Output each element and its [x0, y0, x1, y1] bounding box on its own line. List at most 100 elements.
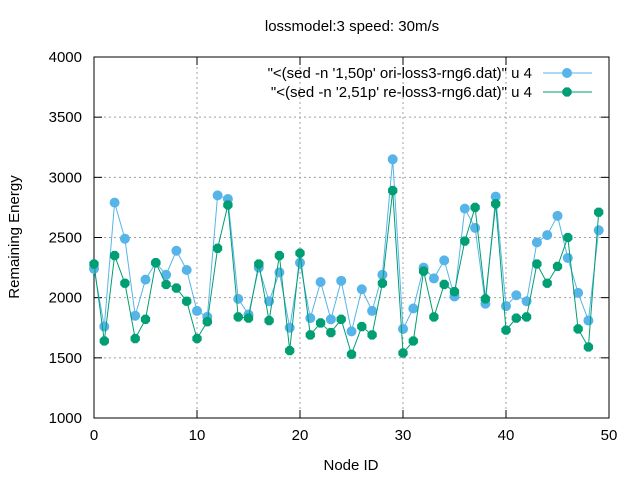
- data-point: [305, 330, 315, 340]
- data-point: [346, 349, 357, 359]
- data-point: [325, 314, 336, 325]
- data-point: [315, 318, 326, 328]
- data-point: [109, 197, 120, 208]
- x-tick-label: 50: [601, 427, 618, 444]
- data-point: [130, 310, 141, 321]
- data-point: [491, 199, 501, 209]
- legend-label: "<(sed -n '1,50p' ori-loss3-rng6.dat)" u…: [268, 65, 532, 82]
- data-point: [295, 248, 305, 258]
- data-point: [408, 336, 418, 346]
- data-point: [223, 200, 233, 210]
- data-point: [336, 314, 346, 324]
- data-point: [583, 342, 594, 352]
- data-point: [140, 314, 151, 324]
- data-point: [336, 275, 347, 286]
- data-point: [408, 303, 419, 314]
- data-point: [367, 305, 378, 316]
- series-1: [89, 154, 604, 337]
- y-tick-label: 3000: [49, 169, 82, 186]
- data-point: [356, 284, 367, 295]
- data-point: [470, 202, 480, 213]
- data-point: [542, 230, 553, 241]
- grid-lines: [94, 57, 609, 418]
- data-point: [202, 317, 212, 327]
- data-point: [377, 269, 388, 280]
- data-point: [573, 287, 584, 298]
- data-point: [182, 296, 192, 306]
- data-point: [428, 273, 439, 284]
- data-point: [398, 348, 408, 358]
- legend-label: "<(sed -n '2,51p' re-loss3-rng6.dat)" u …: [271, 84, 532, 101]
- chart-title: lossmodel:3 speed: 30m/s: [265, 18, 439, 35]
- data-point: [583, 315, 594, 326]
- data-point: [398, 323, 408, 334]
- plot-frame: [93, 56, 610, 419]
- data-point: [326, 327, 336, 338]
- data-point: [480, 294, 491, 304]
- data-point: [531, 237, 542, 248]
- series-line: [93, 159, 600, 332]
- data-point: [357, 321, 367, 332]
- x-tick-label: 0: [90, 427, 98, 444]
- data-point: [439, 279, 449, 290]
- data-point: [171, 245, 182, 256]
- data-point: [459, 203, 470, 214]
- data-point: [449, 286, 460, 297]
- data-point: [593, 225, 604, 236]
- data-point: [594, 207, 604, 217]
- data-point: [233, 293, 244, 304]
- data-point: [120, 278, 130, 288]
- data-point: [140, 274, 151, 285]
- data-point: [429, 312, 439, 322]
- x-tick-label: 40: [498, 427, 515, 444]
- y-axis-label: Remaining Energy: [6, 175, 23, 299]
- data-point: [181, 264, 192, 275]
- data-point: [212, 243, 223, 253]
- data-point: [532, 259, 542, 269]
- data-point: [501, 301, 511, 312]
- data-point: [274, 250, 285, 261]
- data-point: [387, 154, 398, 165]
- data-point: [573, 324, 583, 334]
- data-point: [388, 185, 398, 196]
- y-tick-label: 1500: [49, 350, 82, 367]
- data-point: [501, 325, 511, 335]
- y-tick-label: 4000: [49, 49, 82, 66]
- data-point: [542, 278, 552, 288]
- legend-swatch-marker: [562, 87, 572, 97]
- data-point: [192, 333, 202, 344]
- data-point: [439, 255, 450, 266]
- y-tick-label: 1000: [49, 410, 82, 427]
- data-point: [212, 190, 223, 201]
- y-tick-label: 2000: [49, 290, 82, 307]
- data-point: [511, 313, 521, 323]
- x-tick-label: 20: [292, 427, 309, 444]
- data-point: [254, 259, 264, 269]
- data-point: [109, 250, 120, 261]
- legend-swatch-marker: [562, 68, 572, 78]
- data-point: [460, 236, 470, 246]
- data-point: [161, 279, 171, 290]
- data-point: [521, 312, 532, 322]
- data-point: [285, 345, 295, 356]
- data-point: [346, 326, 357, 337]
- x-axis-label: Node ID: [323, 457, 378, 474]
- data-point: [99, 321, 110, 332]
- data-point: [89, 259, 99, 269]
- data-point: [99, 336, 109, 346]
- data-point: [305, 313, 316, 324]
- x-tick-label: 10: [189, 427, 206, 444]
- x-tick-label: 30: [395, 427, 412, 444]
- data-point: [130, 333, 140, 344]
- legend: "<(sed -n '1,50p' ori-loss3-rng6.dat)" u…: [268, 65, 592, 101]
- axis-ticks: 1000 1500 2000 2500 3000 3500 4000 0 10 20 30 40 50: [49, 49, 618, 444]
- data-point: [171, 283, 182, 293]
- data-point: [192, 305, 202, 316]
- series-2: [89, 185, 604, 359]
- data-point: [233, 312, 243, 322]
- data-point: [563, 232, 573, 243]
- y-tick-label: 3500: [49, 109, 82, 126]
- data-point: [295, 257, 305, 268]
- data-point: [151, 258, 161, 268]
